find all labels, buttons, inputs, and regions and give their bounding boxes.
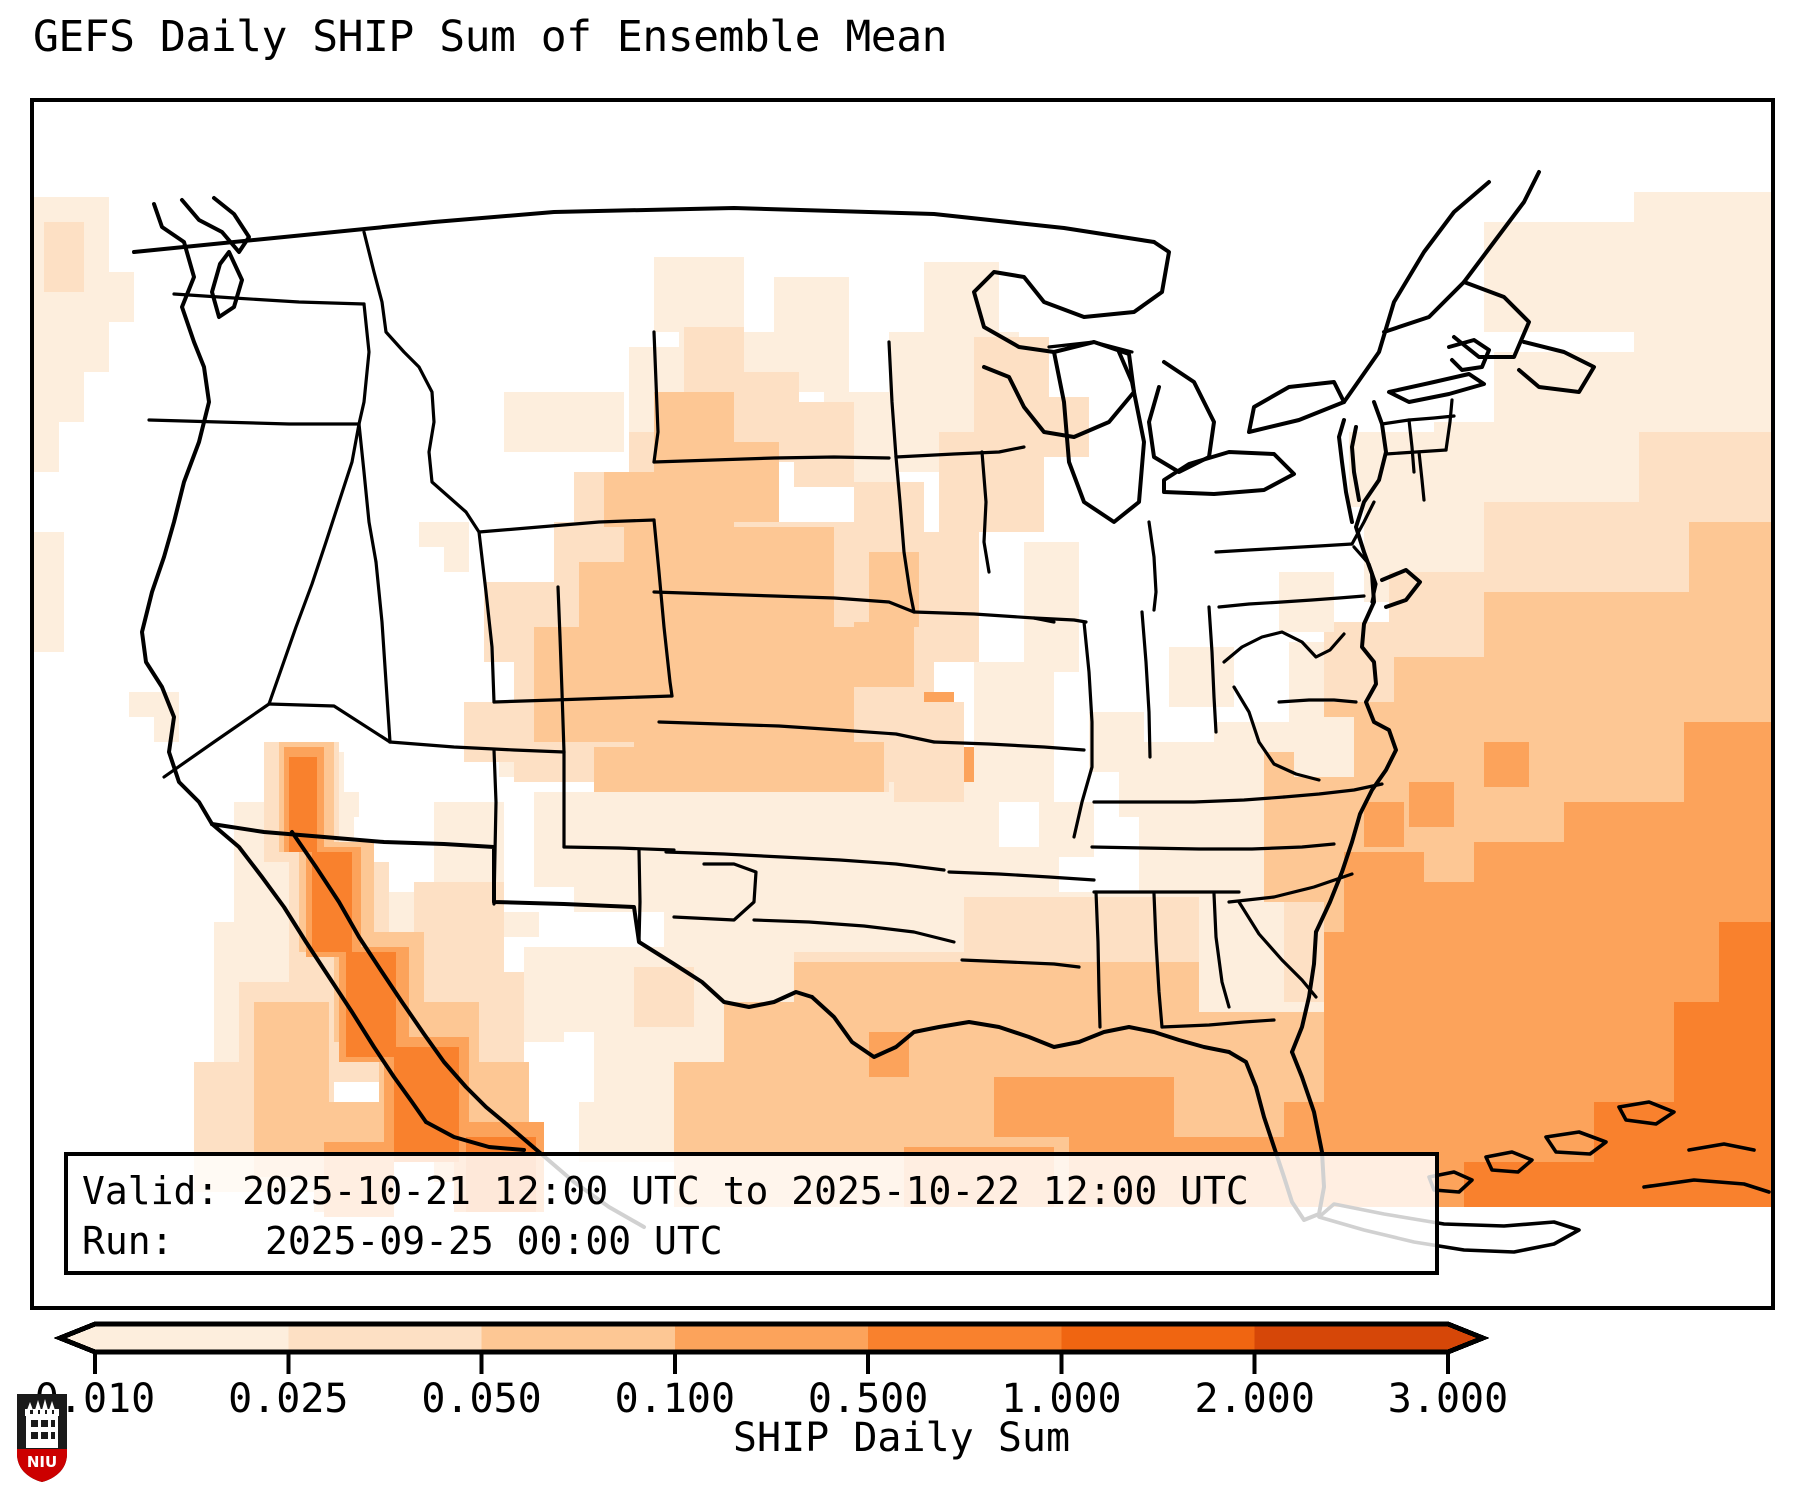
colorbar-tick-label: 0.100: [614, 1376, 736, 1422]
run-time-line: Run: 2025-09-25 00:00 UTC: [82, 1219, 723, 1263]
colorbar-tick-label: 0.050: [421, 1376, 542, 1422]
niu-logo-text: NIU: [27, 1453, 57, 1471]
colorbar-extend-max: [1448, 1324, 1483, 1352]
niu-logo: NIU: [17, 1394, 67, 1482]
colorbar-axis-label: SHIP Daily Sum: [732, 1415, 1071, 1461]
niu-castle-windows: [31, 1420, 55, 1439]
colorbar-band: [481, 1324, 676, 1352]
colorbar-tick-label: 2.000: [1194, 1376, 1315, 1422]
niu-red-banner: [17, 1449, 67, 1482]
page-title: GEFS Daily SHIP Sum of Ensemble Mean: [33, 12, 947, 62]
valid-run-info-box: Valid: 2025-10-21 12:00 UTC to 2025-10-2…: [64, 1152, 1439, 1275]
colorbar-tick-label: 0.500: [807, 1376, 929, 1422]
valid-time-line: Valid: 2025-10-21 12:00 UTC to 2025-10-2…: [82, 1169, 1249, 1213]
colorbar[interactable]: 0.010 0.025 0.050 0.100 0.500 1.000 2.000 3.000…: [0, 1310, 1803, 1500]
colorbar-band: [1061, 1324, 1256, 1352]
colorbar-tick-label: 3.000: [1387, 1376, 1509, 1422]
niu-castle-icon: [25, 1399, 59, 1448]
map-axes[interactable]: Valid: 2025-10-21 12:00 UTC to 2025-10-2…: [30, 98, 1775, 1310]
colorbar-extend-min: [60, 1324, 95, 1352]
colorbar-swatches: [53, 1321, 1490, 1374]
map-plot: [34, 170, 1771, 1254]
colorbar-tick-label: 0.025: [228, 1376, 349, 1422]
map-boundaries: [132, 170, 1771, 1254]
colorbar-band: [674, 1324, 869, 1352]
colorbar-band: [1254, 1324, 1449, 1352]
colorbar-band: [868, 1324, 1063, 1352]
shaded-data-field: [34, 192, 1771, 1217]
colorbar-band: [288, 1324, 483, 1352]
colorbar-band: [95, 1324, 289, 1352]
colorbar-tick-label: 1.000: [1001, 1376, 1122, 1422]
